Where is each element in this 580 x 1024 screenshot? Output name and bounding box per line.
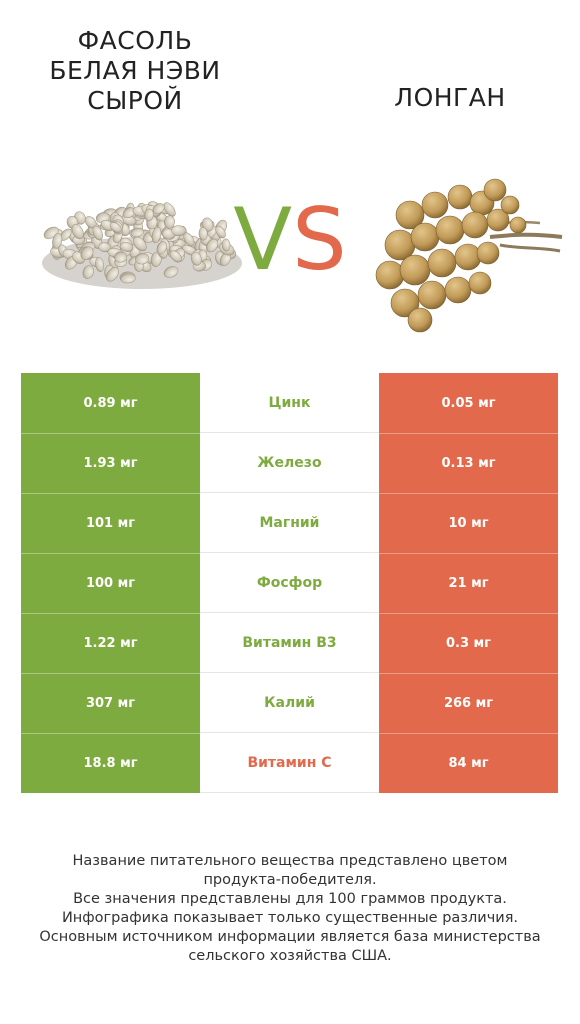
right-value: 21 мг: [379, 553, 558, 613]
nutrient-name: Витамин B3: [200, 613, 379, 673]
left-value: 0.89 мг: [21, 373, 200, 433]
right-value: 0.13 мг: [379, 433, 558, 493]
footnote-line: Основным источником информации является …: [39, 929, 541, 945]
footnote-line: Все значения представлены для 100 граммо…: [73, 891, 507, 907]
left-value: 1.22 мг: [21, 613, 200, 673]
right-value: 0.3 мг: [379, 613, 558, 673]
table-row: 0.89 мг Цинк 0.05 мг: [21, 373, 558, 433]
left-title-line: БЕЛАЯ НЭВИ: [49, 56, 221, 85]
left-title-line: СЫРОЙ: [87, 86, 183, 115]
nutrient-name: Фосфор: [200, 553, 379, 613]
right-value: 266 мг: [379, 673, 558, 733]
table-row: 18.8 мг Витамин C 84 мг: [21, 733, 558, 793]
footnote-line: сельского хозяйства США.: [188, 948, 392, 964]
navy-beans-pile-icon: [42, 201, 242, 289]
nutrient-name: Железо: [200, 433, 379, 493]
right-value: 84 мг: [379, 733, 558, 793]
nutrient-name: Магний: [200, 493, 379, 553]
table-row: 1.93 мг Железо 0.13 мг: [21, 433, 558, 493]
left-value: 307 мг: [21, 673, 200, 733]
left-value: 100 мг: [21, 553, 200, 613]
vs-v: V: [233, 190, 293, 290]
nutrient-name: Цинк: [200, 373, 379, 433]
footnote: Название питательного вещества представл…: [20, 852, 560, 966]
left-value: 101 мг: [21, 493, 200, 553]
table-row: 307 мг Калий 266 мг: [21, 673, 558, 733]
left-value: 1.93 мг: [21, 433, 200, 493]
left-title-line: ФАСОЛЬ: [77, 26, 193, 55]
left-value: 18.8 мг: [21, 733, 200, 793]
footnote-line: продукта-победителя.: [203, 872, 377, 888]
nutrient-comparison-table: 0.89 мг Цинк 0.05 мг 1.93 мг Железо 0.13 мг 10…: [21, 373, 558, 793]
table-row: 1.22 мг Витамин B3 0.3 мг: [21, 613, 558, 673]
nutrient-name: Витамин C: [200, 733, 379, 793]
footnote-line: Название питательного вещества представл…: [72, 853, 508, 869]
right-value: 0.05 мг: [379, 373, 558, 433]
footnote-line: Инфографика показывает только существенн…: [61, 910, 519, 926]
nutrient-name: Калий: [200, 673, 379, 733]
right-value: 10 мг: [379, 493, 558, 553]
vs-s: S: [292, 190, 347, 290]
vs-label: VS: [228, 195, 352, 285]
left-product-title: ФАСОЛЬ БЕЛАЯ НЭВИ СЫРОЙ: [20, 26, 250, 116]
table-row: 101 мг Магний 10 мг: [21, 493, 558, 553]
table-row: 100 мг Фосфор 21 мг: [21, 553, 558, 613]
longan-fruit-cluster-icon: [375, 178, 563, 333]
right-product-title: ЛОНГАН: [394, 83, 506, 112]
